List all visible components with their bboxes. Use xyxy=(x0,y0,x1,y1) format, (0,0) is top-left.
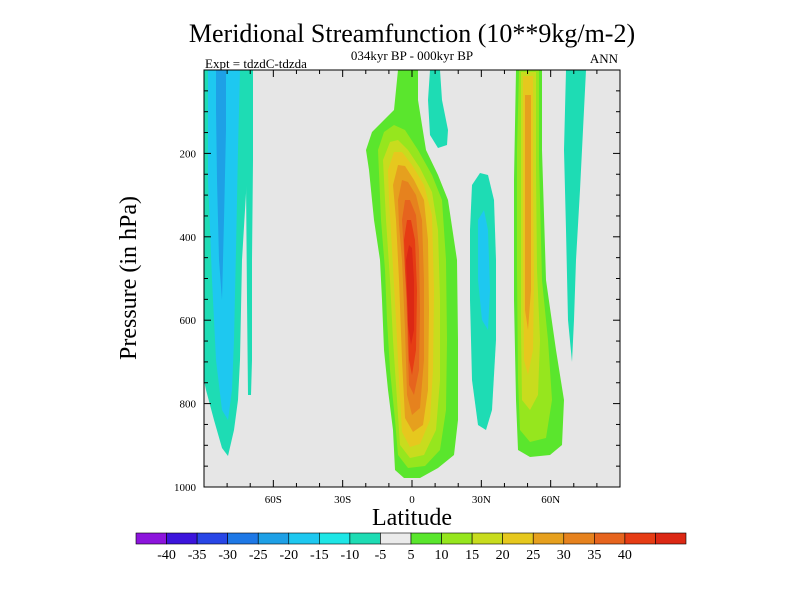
colorbar-swatch xyxy=(227,532,259,545)
chart-subtitle: 034kyr BP - 000kyr BP xyxy=(351,48,473,63)
colorbar-swatch xyxy=(196,532,228,545)
x-tick-label: 30N xyxy=(472,494,491,506)
contour-sh-neg-15 xyxy=(208,70,240,420)
contour-sh-neg-20 xyxy=(216,70,226,300)
contour-nh-upper-neg xyxy=(428,70,448,148)
colorbar-swatch xyxy=(441,532,473,545)
x-tick-label: 60S xyxy=(265,494,282,506)
y-tick-label: 200 xyxy=(180,148,197,160)
x-tick-label: 60N xyxy=(541,494,560,506)
chart-title: Meridional Streamfunction (10**9kg/m-2) xyxy=(189,19,635,48)
y-tick-label: 600 xyxy=(180,315,197,327)
colorbar-swatch xyxy=(624,532,656,545)
colorbar-label: -35 xyxy=(188,548,207,563)
contour-sh-thin-neg xyxy=(246,70,253,395)
colorbar-swatch xyxy=(166,532,198,545)
x-axis-title: Latitude xyxy=(372,505,452,531)
colorbar-label: 15 xyxy=(465,548,479,563)
colorbar-label: 20 xyxy=(496,548,510,563)
x-axis: 60S 30S 0 30N 60N xyxy=(226,70,598,506)
colorbar-label: -10 xyxy=(341,548,360,563)
y-tick-label: 1000 xyxy=(174,482,197,494)
colorbar: -40 -35 -30 -25 -20 -15 -10 -5 5 10 15 20 25 30 35 40 xyxy=(135,532,687,563)
contour-nh-highlat-neg xyxy=(564,70,586,362)
colorbar-swatch xyxy=(319,532,351,545)
contour-nh-subtropical-neg-15 xyxy=(478,210,490,330)
colorbar-swatch xyxy=(288,532,320,545)
colorbar-label: -25 xyxy=(249,548,268,563)
colorbar-label: 5 xyxy=(408,548,415,563)
colorbar-swatch xyxy=(655,532,687,545)
colorbar-label: -5 xyxy=(375,548,387,563)
colorbar-label: -40 xyxy=(157,548,176,563)
y-tick-label: 400 xyxy=(180,232,197,244)
colorbar-swatch xyxy=(594,532,626,545)
season-label: ANN xyxy=(590,51,619,66)
colorbar-label: 25 xyxy=(526,548,540,563)
colorbar-swatch xyxy=(563,532,595,545)
colorbar-swatch xyxy=(471,532,503,545)
colorbar-swatch xyxy=(532,532,565,545)
contour-nh-midlat-pos-25 xyxy=(525,95,531,330)
colorbar-swatch xyxy=(380,532,412,545)
experiment-label: Expt = tdzdC-tdzda xyxy=(205,56,307,71)
colorbar-label: 10 xyxy=(435,548,449,563)
colorbar-label: -20 xyxy=(279,548,298,563)
x-tick-label: 0 xyxy=(409,494,415,506)
colorbar-label: 35 xyxy=(587,548,601,563)
colorbar-label: 30 xyxy=(557,548,571,563)
colorbar-swatch xyxy=(410,532,442,545)
contour-fills xyxy=(204,70,586,478)
y-axis-title: Pressure (in hPa) xyxy=(116,196,142,360)
contour-tropical-pos-45 xyxy=(406,245,414,345)
y-tick-label: 800 xyxy=(180,399,197,411)
colorbar-label: 40 xyxy=(618,548,632,563)
x-tick-label: 30S xyxy=(334,494,351,506)
colorbar-swatch xyxy=(349,532,381,545)
colorbar-label: -15 xyxy=(310,548,329,563)
colorbar-swatch xyxy=(257,532,290,545)
colorbar-label: -30 xyxy=(218,548,237,563)
colorbar-swatch xyxy=(502,532,534,545)
y-axis: 200 400 600 800 1000 xyxy=(174,90,620,494)
colorbar-swatch xyxy=(135,532,167,545)
